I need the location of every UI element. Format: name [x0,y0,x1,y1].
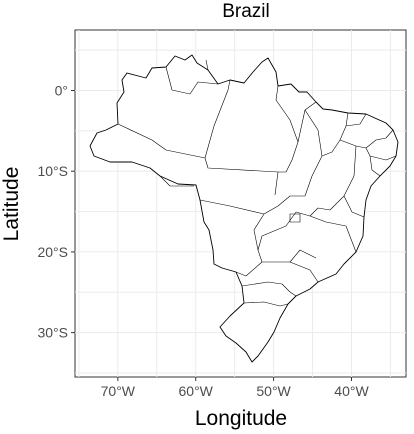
brazil-outline [89,54,399,363]
x-axis-title: Longitude [195,407,287,430]
x-tick-label: 40°W [334,383,369,399]
x-tick-label: 70°W [101,383,136,399]
x-axis: 70°W 60°W 50°W 40°W [101,377,369,399]
y-axis: 0° 10°S 20°S 30°S [37,83,75,341]
brazil-map [89,54,399,363]
y-tick-label: 30°S [37,325,68,341]
y-tick-label: 10°S [37,163,68,179]
state-borders [117,59,397,307]
x-tick-label: 50°W [256,383,291,399]
x-tick-label: 60°W [179,383,214,399]
map-title: Brazil [222,1,270,22]
y-tick-label: 0° [55,83,68,99]
y-tick-label: 20°S [37,244,68,260]
y-axis-title: Latitude [0,167,23,242]
